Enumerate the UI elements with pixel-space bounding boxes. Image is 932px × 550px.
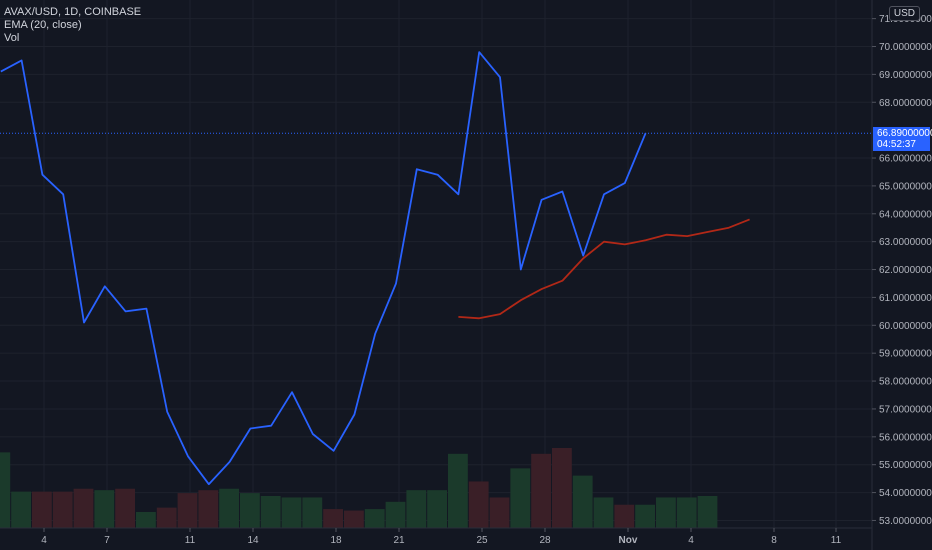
volume-bar [136, 512, 156, 528]
price-tick-label: 62.00000000 [879, 265, 932, 276]
price-tick-label: 58.00000000 [879, 377, 932, 388]
time-tick-label: 18 [330, 535, 342, 546]
price-axis-background [872, 0, 932, 550]
volume-bar [593, 497, 614, 528]
time-tick-label: 7 [104, 535, 110, 546]
volume-bar [385, 501, 406, 528]
volume-bar [156, 507, 177, 528]
volume-bar [281, 497, 302, 528]
time-tick-label: 11 [185, 535, 196, 546]
time-tick-label: 28 [539, 535, 551, 546]
last-price-tag: 66.89000000 04:52:37 [873, 127, 932, 151]
volume-bar [344, 510, 364, 528]
volume-bar [115, 488, 135, 528]
volume-bar [0, 452, 11, 528]
volume-bar [572, 475, 593, 528]
volume-bar [198, 490, 219, 528]
volume-bar [510, 468, 531, 528]
volume-bar [219, 488, 239, 528]
time-tick-label: 11 [831, 535, 842, 546]
price-tick-label: 70.00000000 [879, 42, 932, 53]
volume-bar [94, 490, 115, 528]
volume-bar [73, 488, 94, 528]
ema-indicator-label[interactable]: EMA (20, close) [4, 19, 82, 31]
time-tick-label: 25 [476, 535, 488, 546]
volume-bar [240, 493, 260, 528]
volume-bar [260, 496, 281, 528]
price-tick-label: 66.00000000 [879, 154, 932, 165]
price-tick-label: 57.00000000 [879, 404, 932, 415]
volume-bar [552, 448, 572, 528]
volume-bars [0, 448, 718, 528]
time-tick-label: 21 [393, 535, 405, 546]
volume-bar [468, 481, 489, 528]
time-tick-label: 14 [247, 535, 259, 546]
chart-legend: AVAX/USD, 1D, COINBASE EMA (20, close) V… [4, 6, 141, 45]
ema-line [458, 218, 750, 320]
bar-countdown: 04:52:37 [877, 139, 916, 150]
last-price-value: 66.89000000 [877, 128, 932, 139]
volume-bar [427, 490, 447, 528]
volume-bar [676, 497, 697, 528]
symbol-title[interactable]: AVAX/USD, 1D, COINBASE [4, 6, 142, 18]
time-tick-label: 4 [688, 535, 694, 546]
price-tick-label: 60.00000000 [879, 321, 932, 332]
volume-bar [302, 497, 323, 528]
volume-indicator-label[interactable]: Vol [4, 32, 20, 44]
price-tick-label: 64.00000000 [879, 209, 932, 220]
price-tick-label: 53.00000000 [879, 516, 932, 527]
volume-bar [614, 504, 635, 528]
price-tick-label: 68.00000000 [879, 98, 932, 109]
price-tick-label: 54.00000000 [879, 488, 932, 499]
time-tick-label: 8 [771, 535, 777, 546]
volume-bar [448, 453, 468, 528]
price-tick-label: 55.00000000 [879, 460, 932, 471]
volume-bar [697, 496, 718, 528]
price-tick-label: 56.00000000 [879, 432, 932, 443]
volume-bar [364, 509, 385, 528]
price-tick-label: 69.00000000 [879, 70, 932, 81]
volume-bar [11, 491, 31, 528]
volume-bar [32, 491, 52, 528]
price-tick-label: 65.00000000 [879, 181, 932, 192]
volume-bar [531, 453, 551, 528]
volume-bar [177, 493, 198, 528]
price-lines [0, 51, 872, 486]
time-tick-label: 4 [41, 535, 47, 546]
volume-bar [323, 509, 343, 528]
price-line [0, 51, 647, 486]
volume-bar [489, 497, 510, 528]
volume-bar [406, 490, 427, 528]
price-axis[interactable]: 71.0000000070.0000000069.0000000068.0000… [871, 0, 932, 550]
volume-bar [656, 497, 676, 528]
time-axis[interactable]: 4 7 11 14 18 21 25 28 Nov 4 8 11 [0, 527, 872, 546]
time-tick-label: Nov [619, 535, 638, 546]
price-tick-label: 61.00000000 [879, 293, 932, 304]
volume-bar [52, 491, 73, 528]
currency-badge[interactable]: USD [888, 6, 920, 21]
price-tick-label: 59.00000000 [879, 349, 932, 360]
volume-bar [635, 504, 655, 528]
price-tick-label: 63.00000000 [879, 237, 932, 248]
